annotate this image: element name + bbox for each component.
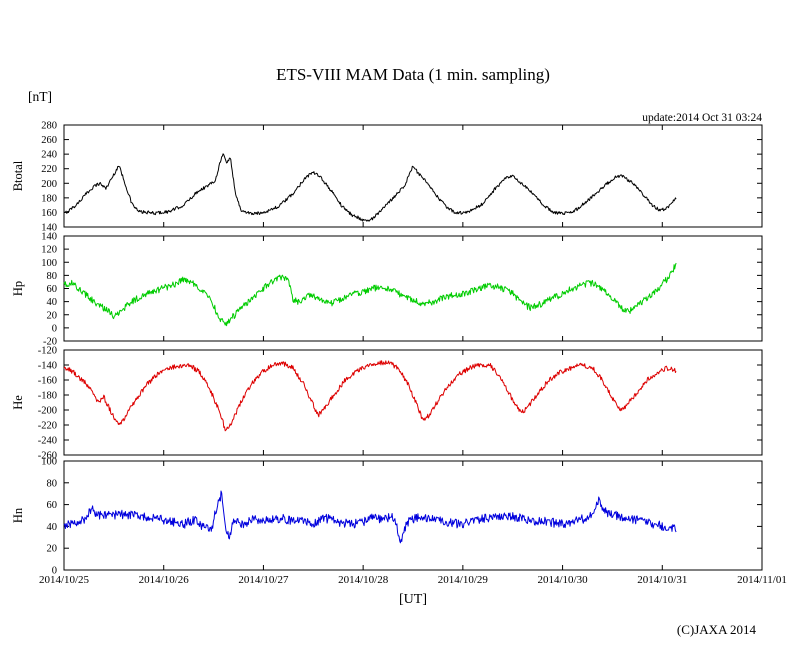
y-ticks: 100 80 60 40 20 0 [41,457,762,577]
x-tick-labels: 2014/10/25 2014/10/26 2014/10/27 2014/10/28… [39,574,787,586]
x-tick-label: 2014/10/26 [139,574,190,586]
y-tick-label: 40 [47,522,58,533]
y-tick-label: 40 [47,297,58,308]
y-tick-label: 220 [41,164,57,175]
y-tick-label: 100 [41,457,57,468]
update-timestamp: update:2014 Oct 31 03:24 [642,112,762,124]
x-tick-label: 2014/10/29 [438,574,489,586]
x-tick-label: 2014/10/28 [338,574,389,586]
x-axis-label: [UT] [399,592,427,607]
panel-label-Btotal: Btotal [11,160,25,191]
y-tick-label: 20 [47,310,58,321]
panel-frame [63,460,763,571]
y-tick-label: 80 [47,478,58,489]
panel-label-Hp: Hp [11,281,25,296]
x-tick-label: 2014/11/01 [737,574,787,586]
y-tick-label: 200 [41,179,57,190]
y-axis-unit-label: [nT] [28,89,52,104]
x-tick-label: 2014/10/27 [238,574,289,586]
y-tick-label: 280 [41,121,57,132]
x-ticks [63,125,763,227]
y-tick-label: 140 [41,232,57,243]
x-ticks [63,461,763,570]
chart-title: ETS-VIII MAM Data (1 min. sampling) [276,65,550,84]
y-tick-label: 120 [41,245,57,256]
y-tick-label: -260 [38,451,57,462]
panel-Btotal: 280 260 240 220 200 180 160 140 Btotal [11,121,763,234]
panel-label-He: He [11,395,25,410]
x-tick-label: 2014/10/31 [637,574,687,586]
series-line-Hn [63,490,677,544]
panel-frame [63,124,763,228]
y-tick-label: -120 [38,346,57,357]
y-ticks: -120 -140 -160 -180 -200 -220 -240 -260 [38,346,762,462]
copyright: (C)JAXA 2014 [677,622,757,637]
panel-frame [63,349,763,456]
y-tick-label: 60 [47,500,58,511]
x-tick-label: 2014/10/25 [39,574,90,586]
panel-Hp: 140 120 100 80 60 40 20 0 -20 Hp [11,232,763,348]
y-tick-label: -220 [38,421,57,432]
panel-He: -120 -140 -160 -180 -200 -220 -240 -260 He [11,346,763,462]
y-tick-label: -180 [38,391,57,402]
y-tick-label: -240 [38,436,57,447]
y-tick-label: 180 [41,193,57,204]
y-tick-label: 20 [47,544,58,555]
x-ticks [63,350,763,455]
series-line-Btotal [63,153,677,222]
y-ticks: 280 260 240 220 200 180 160 140 [41,121,762,234]
series-line-He [63,360,677,432]
y-tick-label: 140 [41,223,57,234]
plot-panels: 280260240220200180160140Btotal1401201008… [11,121,787,587]
y-tick-label: -20 [43,337,57,348]
y-tick-label: 0 [52,566,57,577]
y-tick-label: 160 [41,208,57,219]
y-ticks: 140 120 100 80 60 40 20 0 -20 [41,232,762,348]
y-tick-label: -160 [38,376,57,387]
y-tick-label: 240 [41,150,57,161]
y-tick-label: 80 [47,271,58,282]
panel-label-Hn: Hn [11,507,25,523]
series-line-Hp [63,262,677,327]
y-tick-label: -200 [38,406,57,417]
y-tick-label: -140 [38,361,57,372]
y-tick-label: 60 [47,284,58,295]
x-ticks [63,236,763,341]
y-tick-label: 0 [52,323,57,334]
x-tick-label: 2014/10/30 [538,574,589,586]
y-tick-label: 260 [41,135,57,146]
y-tick-label: 100 [41,258,57,269]
